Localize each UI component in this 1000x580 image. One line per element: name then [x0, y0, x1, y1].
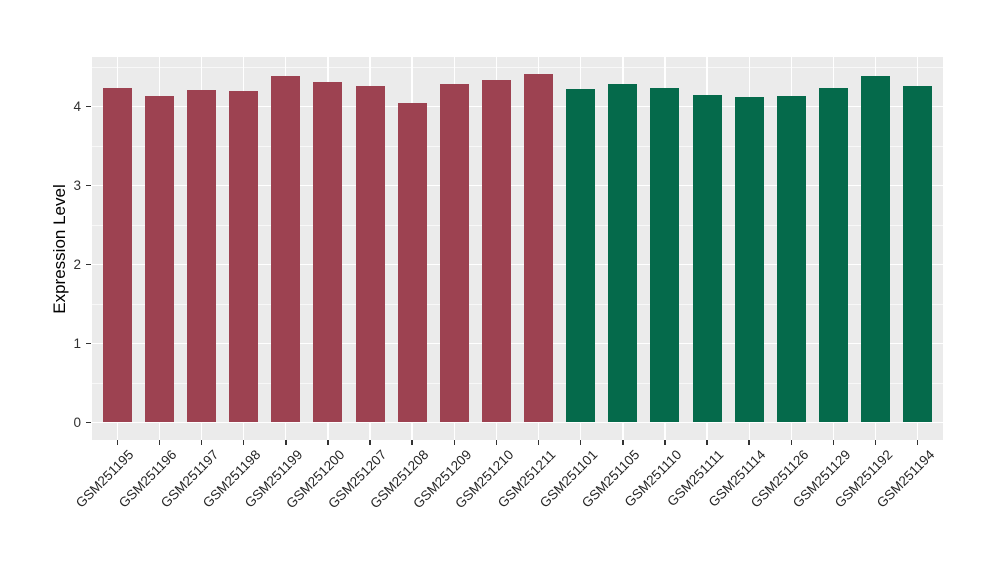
y-tick-mark	[86, 105, 91, 108]
y-tick-mark	[86, 342, 91, 345]
y-tick-label: 0	[73, 414, 81, 430]
x-tick-mark	[832, 440, 835, 445]
x-tick-mark	[411, 440, 413, 445]
major-gridline	[92, 421, 943, 424]
bar-GSM251101	[566, 89, 596, 423]
x-tick-mark	[916, 440, 919, 445]
bar-GSM251197	[187, 89, 217, 423]
y-tick-mark	[86, 263, 91, 266]
y-tick-mark	[86, 421, 91, 424]
x-tick-mark	[369, 440, 371, 445]
minor-gridline	[92, 145, 943, 147]
x-tick-mark	[242, 440, 245, 445]
bar-GSM251207	[355, 85, 385, 423]
x-tick-mark	[622, 440, 624, 445]
bar-GSM251198	[229, 90, 259, 423]
bar-GSM251126	[776, 96, 806, 423]
y-tick-label: 4	[73, 98, 81, 114]
x-tick-mark	[495, 440, 498, 445]
x-tick-mark	[158, 440, 161, 445]
y-tick-mark	[86, 184, 91, 187]
bar-GSM251211	[524, 74, 554, 423]
minor-gridline	[92, 66, 943, 68]
bar-GSM251209	[439, 83, 469, 423]
bar-GSM251114	[734, 97, 764, 423]
minor-gridline	[92, 382, 943, 384]
y-tick-label: 2	[73, 256, 81, 272]
plot-panel	[92, 57, 943, 440]
bar-GSM251196	[144, 96, 174, 423]
bar-GSM251200	[313, 82, 343, 423]
x-tick-mark	[116, 440, 119, 445]
x-tick-mark	[579, 440, 582, 445]
major-gridline	[92, 105, 943, 108]
bar-GSM251210	[481, 79, 511, 423]
bar-GSM251105	[608, 84, 638, 423]
major-gridline	[92, 342, 943, 345]
x-tick-mark	[537, 440, 540, 445]
minor-gridline	[92, 224, 943, 226]
bar-GSM251195	[102, 87, 132, 423]
x-tick-mark	[874, 440, 877, 445]
bar-GSM251192	[861, 76, 891, 423]
x-tick-mark	[285, 440, 287, 445]
y-axis-title: Expression Level	[50, 183, 69, 314]
x-tick-mark	[453, 440, 456, 445]
y-tick-label: 1	[73, 335, 81, 351]
major-gridline	[92, 184, 943, 187]
x-tick-mark	[327, 440, 329, 445]
bar-GSM251199	[271, 75, 301, 423]
y-tick-label: 3	[73, 177, 81, 193]
x-tick-mark	[200, 440, 203, 445]
bar-GSM251111	[692, 94, 722, 423]
bar-GSM251129	[818, 88, 848, 423]
x-tick-mark	[790, 440, 793, 445]
x-tick-mark	[664, 440, 666, 445]
x-tick-mark	[706, 440, 708, 445]
bar-GSM251194	[903, 85, 933, 423]
minor-gridline	[92, 303, 943, 305]
bar-GSM251208	[397, 103, 427, 423]
major-gridline	[92, 263, 943, 266]
bar-GSM251110	[650, 87, 680, 423]
x-tick-mark	[748, 440, 750, 445]
